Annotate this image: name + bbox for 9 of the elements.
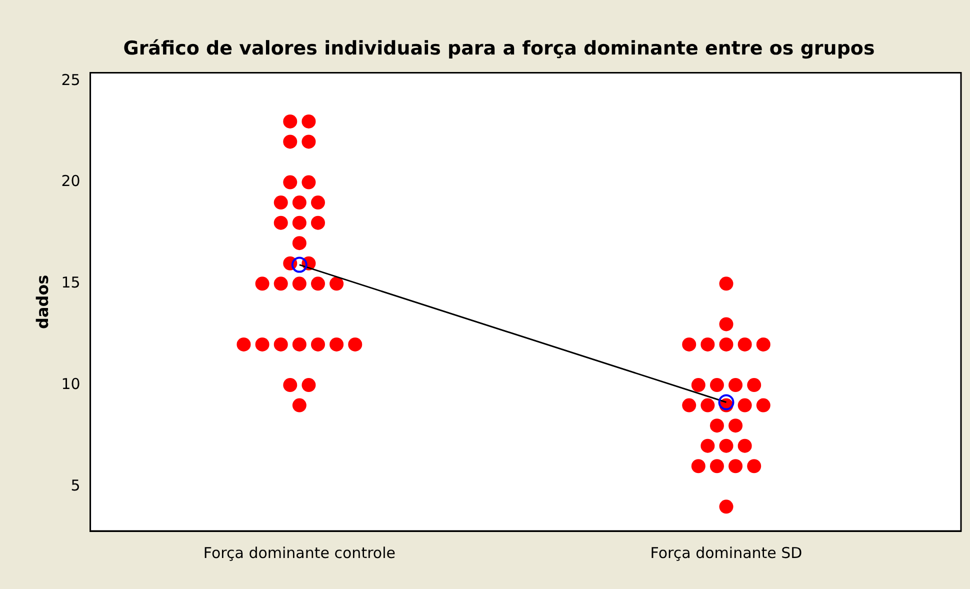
y-axis-title: dados	[32, 274, 52, 330]
y-tick-label: 10	[61, 374, 80, 393]
chart-title: Gráfico de valores individuais para a força dominante entre os grupos	[123, 37, 875, 60]
x-tick-label: Força dominante SD	[650, 544, 802, 562]
x-tick-label: Força dominante controle	[203, 544, 396, 562]
y-tick-label: 5	[70, 476, 80, 494]
y-tick-label: 15	[61, 274, 80, 292]
y-tick-label: 20	[61, 172, 80, 190]
y-tick-label: 25	[61, 70, 80, 89]
